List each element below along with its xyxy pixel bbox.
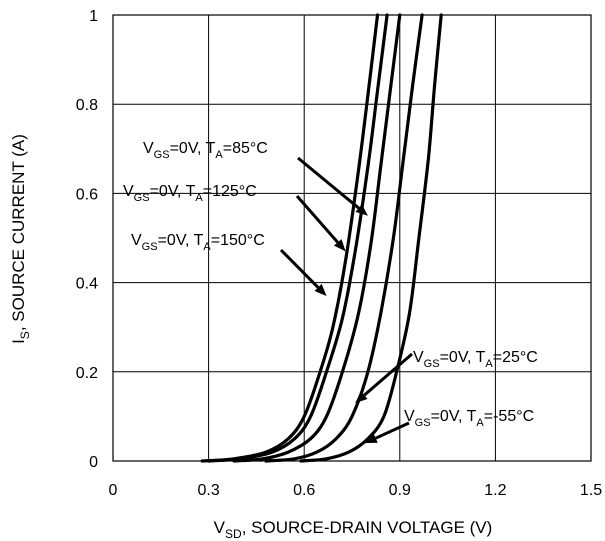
annotation-arrows [279,156,413,444]
label-125c: VGS=0V, TA=125°C [123,183,257,204]
y-axis-title: IS, SOURCE CURRENT (A) [9,134,32,344]
series-curve-85c [232,13,402,463]
arrow-25c [363,352,413,397]
arrow-150c [279,248,320,289]
arrow-85c [297,156,360,210]
y-tick-label: 1 [89,8,98,25]
x-tick-label: 0.9 [389,482,411,499]
grid [113,15,591,461]
y-tick-label: 0.8 [76,97,98,114]
y-tick-label: 0.2 [76,365,98,382]
label-150c: VGS=0V, TA=150°C [131,232,265,253]
x-tick-label: 1.2 [484,482,506,499]
x-tick-label: 1.5 [580,482,602,499]
y-tick-label: 0.4 [76,276,98,293]
x-tick-label: 0.3 [197,482,219,499]
tick-labels: 0 0.3 0.6 0.9 1.2 1.5 0 0.2 0.4 0.6 0.8 1 [76,8,602,499]
arrowhead-25c [355,391,368,404]
arrow-125c [295,195,339,244]
y-tick-label: 0 [89,454,98,471]
label-25c: VGS=0V, TA=25°C [413,349,538,370]
arrowhead-150c [314,283,327,296]
y-tick-label: 0.6 [76,186,98,203]
series-curve-125c [207,13,389,463]
series-curve-25c [264,13,424,463]
x-tick-label: 0.6 [293,482,315,499]
arrowhead-minus55c [364,433,378,444]
plot-frame [112,14,592,462]
arrow-minus55c [375,421,410,440]
arrowhead-125c [333,239,346,252]
x-axis-title: VSD, SOURCE-DRAIN VOLTAGE (V) [214,518,493,541]
label-minus55c: VGS=0V, TA=-55°C [404,408,534,429]
label-85c: VGS=0V, TA=85°C [143,140,268,161]
arrowhead-85c [355,204,368,216]
x-tick-label: 0 [109,482,118,499]
